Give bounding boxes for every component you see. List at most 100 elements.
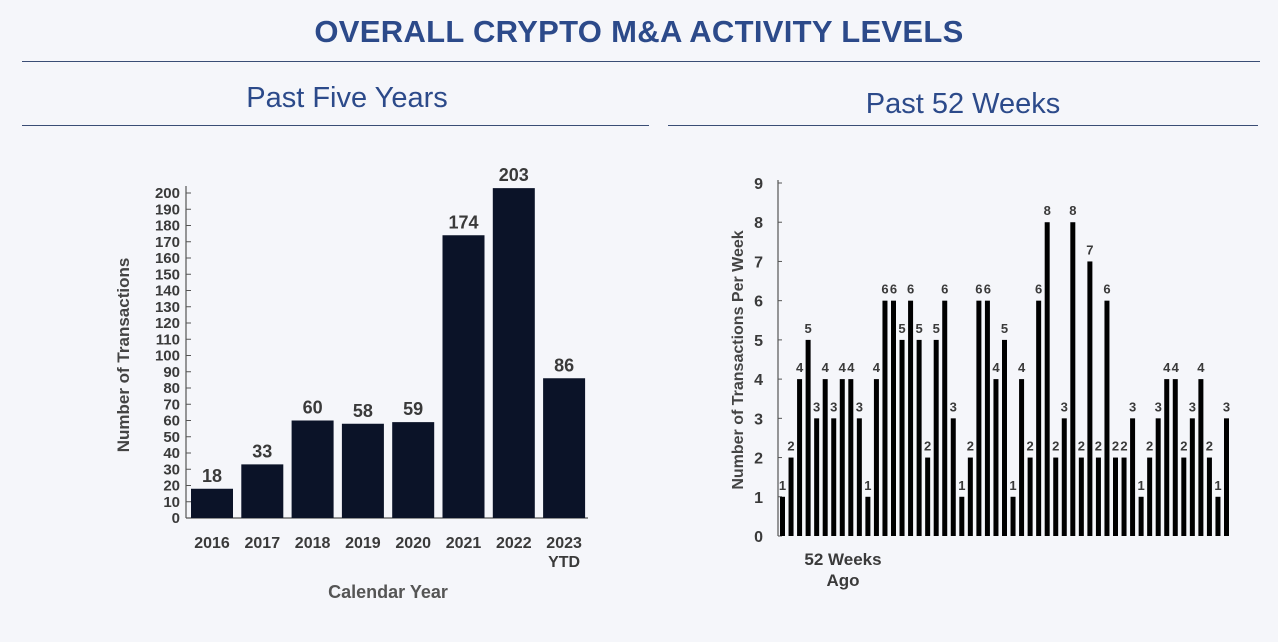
bar bbox=[1130, 418, 1136, 536]
bar bbox=[1155, 418, 1161, 536]
x-start-label: 52 Weeks bbox=[804, 550, 881, 569]
bar bbox=[1010, 496, 1016, 536]
bar-data-label: 18 bbox=[202, 466, 222, 486]
y-tick-label: 180 bbox=[155, 218, 180, 235]
x-tick-label: 2022 bbox=[496, 535, 532, 552]
bar-data-label: 4 bbox=[992, 360, 1000, 375]
bar bbox=[241, 464, 284, 518]
bar bbox=[873, 379, 879, 536]
bar-data-label: 2 bbox=[1120, 439, 1127, 454]
bar bbox=[976, 300, 982, 536]
y-tick-label: 100 bbox=[155, 348, 180, 365]
bar-data-label: 203 bbox=[499, 165, 529, 185]
y-tick-label: 2 bbox=[754, 451, 763, 468]
bar bbox=[1036, 300, 1042, 536]
bar-data-label: 3 bbox=[856, 399, 863, 414]
bar-data-label: 4 bbox=[847, 360, 855, 375]
bar bbox=[1138, 496, 1144, 536]
bar bbox=[950, 418, 956, 536]
bar bbox=[1087, 261, 1093, 536]
x-tick-label: 2020 bbox=[395, 535, 431, 552]
bar bbox=[967, 457, 973, 536]
bar bbox=[1206, 457, 1212, 536]
bar bbox=[1061, 418, 1067, 536]
bar bbox=[1078, 457, 1084, 536]
bar-data-label: 1 bbox=[779, 478, 786, 493]
y-tick-label: 90 bbox=[163, 364, 180, 381]
bar-data-label: 5 bbox=[1001, 321, 1008, 336]
bar-data-label: 1 bbox=[958, 478, 965, 493]
x-tick-label: 2016 bbox=[194, 535, 230, 552]
bar bbox=[959, 496, 965, 536]
bar bbox=[899, 339, 905, 536]
title-divider bbox=[22, 61, 1260, 62]
left-chart-subtitle: Past Five Years bbox=[246, 82, 448, 114]
bar-data-label: 1 bbox=[864, 478, 871, 493]
bar-data-label: 4 bbox=[1018, 360, 1026, 375]
bar bbox=[442, 235, 485, 518]
bar-data-label: 2 bbox=[1095, 439, 1102, 454]
bar bbox=[993, 379, 999, 536]
bar-data-label: 33 bbox=[252, 441, 272, 461]
left-subtitle-divider bbox=[22, 125, 649, 126]
page-title: OVERALL CRYPTO M&A ACTIVITY LEVELS bbox=[314, 14, 964, 49]
bar bbox=[1147, 457, 1153, 536]
y-tick-label: 120 bbox=[155, 315, 180, 332]
bar bbox=[788, 457, 794, 536]
y-tick-label: 140 bbox=[155, 283, 180, 300]
bar-data-label: 2 bbox=[1112, 439, 1119, 454]
y-tick-label: 130 bbox=[155, 299, 180, 316]
y-tick-label: 160 bbox=[155, 250, 180, 267]
bar-data-label: 6 bbox=[890, 282, 897, 297]
bar bbox=[891, 300, 896, 536]
bar bbox=[1019, 379, 1025, 536]
bar bbox=[1164, 379, 1170, 536]
y-tick-label: 10 bbox=[163, 494, 180, 511]
bar-data-label: 6 bbox=[1103, 282, 1110, 297]
bar-data-label: 4 bbox=[796, 360, 804, 375]
y-tick-label: 7 bbox=[754, 254, 763, 271]
bar-data-label: 2 bbox=[1052, 439, 1059, 454]
x-tick-label: 2019 bbox=[345, 535, 381, 552]
bar bbox=[1044, 222, 1050, 536]
bar bbox=[797, 379, 803, 536]
bar-data-label: 4 bbox=[1163, 360, 1171, 375]
bar bbox=[1189, 418, 1195, 536]
y-tick-label: 150 bbox=[155, 266, 180, 283]
y-tick-label: 200 bbox=[155, 185, 180, 202]
bar bbox=[1121, 457, 1127, 536]
bar bbox=[856, 418, 862, 536]
bar-data-label: 174 bbox=[448, 212, 478, 232]
bar-data-label: 2 bbox=[1206, 439, 1213, 454]
bar-data-label: 6 bbox=[975, 282, 982, 297]
bar bbox=[1095, 457, 1101, 536]
bar-data-label: 4 bbox=[839, 360, 847, 375]
bar bbox=[1181, 457, 1187, 536]
bar-data-label: 2 bbox=[1180, 439, 1187, 454]
bar-data-label: 3 bbox=[1061, 399, 1068, 414]
bar bbox=[916, 339, 922, 536]
y-tick-label: 190 bbox=[155, 201, 180, 218]
bar-data-label: 3 bbox=[813, 399, 820, 414]
bar bbox=[839, 379, 845, 536]
y-tick-label: 3 bbox=[754, 411, 763, 428]
bar bbox=[942, 300, 948, 536]
bar bbox=[1172, 379, 1178, 536]
y-axis-label: Number of Transactions bbox=[114, 258, 133, 453]
bar-data-label: 3 bbox=[1223, 399, 1230, 414]
x-axis-label: Calendar Year bbox=[328, 582, 448, 602]
right-subtitle-divider bbox=[668, 125, 1258, 126]
y-tick-label: 6 bbox=[754, 294, 763, 311]
bar-data-label: 4 bbox=[1197, 360, 1205, 375]
bar-data-label: 7 bbox=[1086, 242, 1093, 257]
bar-data-label: 6 bbox=[1035, 282, 1042, 297]
bar-data-label: 6 bbox=[881, 282, 888, 297]
y-tick-label: 60 bbox=[163, 413, 180, 430]
bar-data-label: 5 bbox=[804, 321, 811, 336]
bar bbox=[543, 378, 586, 518]
y-axis-label: Number of Transactions Per Week bbox=[730, 230, 747, 489]
x-tick-label: 2021 bbox=[446, 535, 482, 552]
bar-data-label: 59 bbox=[403, 399, 423, 419]
bar-data-label: 3 bbox=[1189, 399, 1196, 414]
bar-data-label: 1 bbox=[1137, 478, 1144, 493]
